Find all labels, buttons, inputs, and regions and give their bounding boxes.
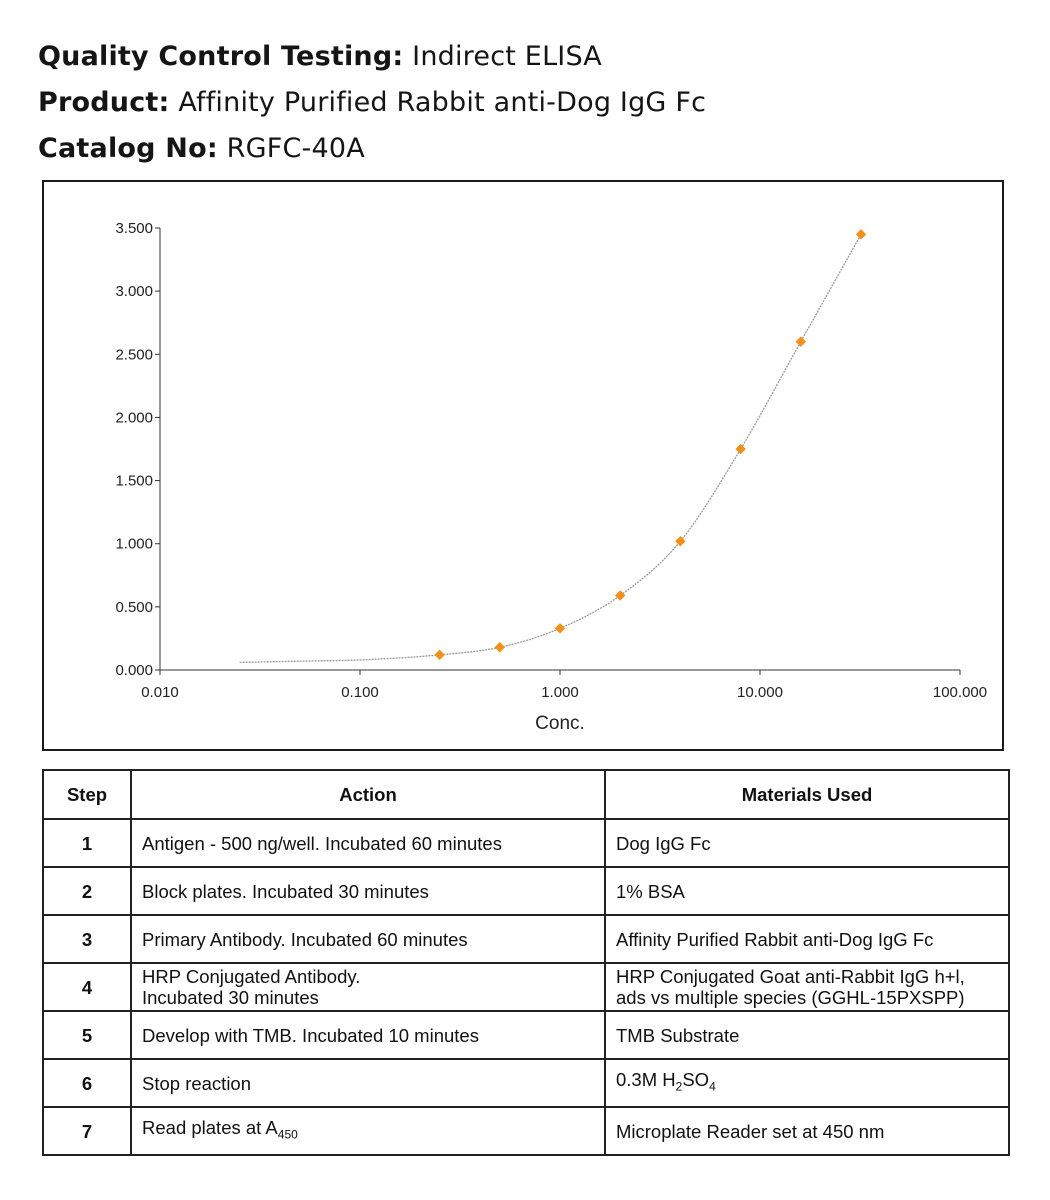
y-tick-label: 2.000 bbox=[115, 409, 153, 426]
step-number: 2 bbox=[42, 866, 132, 916]
action-cell: Read plates at A450 bbox=[130, 1106, 606, 1156]
subscript: 4 bbox=[709, 1079, 716, 1094]
cell-text: TMB Substrate bbox=[616, 1024, 740, 1046]
data-point bbox=[494, 642, 506, 653]
table-row: 3 Primary Antibody. Incubated 60 minutes A… bbox=[42, 914, 1010, 964]
data-point bbox=[795, 336, 807, 347]
cell-line: Incubated 30 minutes bbox=[142, 987, 319, 1008]
x-tick-label: 10.000 bbox=[737, 684, 783, 701]
header-action: Action bbox=[130, 769, 606, 820]
header-materials: Materials Used bbox=[604, 769, 1010, 820]
header: Quality Control Testing: Indirect ELISA … bbox=[38, 34, 706, 172]
x-axis-title: Conc. bbox=[535, 713, 585, 734]
materials-cell: Microplate Reader set at 450 nm bbox=[604, 1106, 1010, 1156]
data-point bbox=[675, 535, 686, 547]
cell-line: HRP Conjugated Antibody. bbox=[142, 966, 361, 987]
cell-text: 1% BSA bbox=[616, 880, 685, 902]
table-header-row: Step Action Materials Used bbox=[42, 769, 1010, 820]
product-label: Product: bbox=[38, 87, 170, 118]
data-point bbox=[614, 590, 626, 601]
cell-line: HRP Conjugated Goat anti-Rabbit IgG h+l, bbox=[616, 966, 965, 987]
step-number: 7 bbox=[42, 1106, 132, 1156]
action-cell: Antigen - 500 ng/well. Incubated 60 minu… bbox=[130, 818, 606, 868]
table-row: 7 Read plates at A450 Microplate Reader se… bbox=[42, 1106, 1010, 1156]
cell-text: Microplate Reader set at 450 nm bbox=[616, 1120, 885, 1142]
x-tick-label: 1.000 bbox=[541, 684, 579, 701]
x-tick-label: 100.000 bbox=[933, 684, 987, 701]
subscript: 450 bbox=[277, 1127, 298, 1142]
y-tick-label: 1.500 bbox=[115, 473, 153, 490]
y-tick-label: 3.500 bbox=[115, 220, 153, 237]
table-row: 6 Stop reaction 0.3M H2SO4 bbox=[42, 1058, 1010, 1108]
catalog-value: RGFC-40A bbox=[226, 133, 365, 164]
action-cell: HRP Conjugated Antibody. Incubated 30 min… bbox=[130, 962, 606, 1012]
y-tick-label: 1.000 bbox=[115, 536, 153, 553]
step-number: 1 bbox=[42, 818, 132, 868]
y-tick-label: 3.000 bbox=[115, 283, 153, 300]
y-tick-label: 0.500 bbox=[115, 599, 153, 616]
table-body: 1 Antigen - 500 ng/well. Incubated 60 min… bbox=[42, 818, 1010, 1156]
cell-text: Read plates at A bbox=[142, 1116, 278, 1138]
table-row: 2 Block plates. Incubated 30 minutes 1% BS… bbox=[42, 866, 1010, 916]
action-cell: Primary Antibody. Incubated 60 minutes bbox=[130, 914, 606, 964]
qc-line: Quality Control Testing: Indirect ELISA bbox=[38, 34, 706, 80]
catalog-label: Catalog No: bbox=[38, 133, 218, 164]
subscript: 2 bbox=[675, 1079, 683, 1094]
cell-line: ads vs multiple species (GGHL-15PXSPP) bbox=[616, 987, 965, 1008]
materials-cell: 0.3M H2SO4 bbox=[604, 1058, 1010, 1108]
x-tick-label: 0.010 bbox=[141, 684, 179, 701]
action-cell: Block plates. Incubated 30 minutes bbox=[130, 866, 606, 916]
materials-cell: Affinity Purified Rabbit anti-Dog IgG Fc bbox=[604, 914, 1010, 964]
data-point bbox=[554, 623, 566, 634]
cell-text: Develop with TMB. Incubated 10 minutes bbox=[142, 1024, 479, 1046]
cell-text: Primary Antibody. Incubated 60 minutes bbox=[142, 928, 468, 950]
cell-text: SO bbox=[682, 1068, 710, 1090]
header-step: Step bbox=[42, 769, 132, 820]
cell-text: Dog IgG Fc bbox=[616, 832, 711, 854]
table-row: 1 Antigen - 500 ng/well. Incubated 60 min… bbox=[42, 818, 1010, 868]
qc-value: Indirect ELISA bbox=[412, 41, 602, 72]
step-number: 5 bbox=[42, 1010, 132, 1060]
cell-text: Block plates. Incubated 30 minutes bbox=[142, 880, 429, 902]
y-tick-label: 0.000 bbox=[115, 662, 153, 679]
materials-cell: HRP Conjugated Goat anti-Rabbit IgG h+l,… bbox=[604, 962, 1010, 1012]
materials-cell: Dog IgG Fc bbox=[604, 818, 1010, 868]
materials-cell: TMB Substrate bbox=[604, 1010, 1010, 1060]
cell-text: Affinity Purified Rabbit anti-Dog IgG Fc bbox=[616, 928, 934, 950]
step-number: 6 bbox=[42, 1058, 132, 1108]
y-tick-label: 2.500 bbox=[115, 346, 153, 363]
action-cell: Develop with TMB. Incubated 10 minutes bbox=[130, 1010, 606, 1060]
elisa-chart: 0.000 0.500 1.000 1.500 2.000 2.500 3.000 3.500… bbox=[42, 180, 1004, 751]
data-point bbox=[855, 229, 867, 240]
step-number: 4 bbox=[42, 962, 132, 1012]
protocol-table: Step Action Materials Used 1 Antigen - 50… bbox=[42, 769, 1010, 1156]
action-cell: Stop reaction bbox=[130, 1058, 606, 1108]
data-point bbox=[735, 443, 746, 455]
chart-svg: 0.000 0.500 1.000 1.500 2.000 2.500 3.000 3.500… bbox=[115, 220, 987, 734]
cell-text: Antigen - 500 ng/well. Incubated 60 minu… bbox=[142, 832, 502, 854]
step-number: 3 bbox=[42, 914, 132, 964]
product-value: Affinity Purified Rabbit anti-Dog IgG Fc bbox=[178, 87, 707, 118]
table-row: 4 HRP Conjugated Antibody. Incubated 30 mi… bbox=[42, 962, 1010, 1012]
cell-text: Stop reaction bbox=[142, 1072, 252, 1094]
data-point bbox=[434, 649, 445, 661]
product-line: Product: Affinity Purified Rabbit anti-D… bbox=[38, 80, 706, 126]
qc-label: Quality Control Testing: bbox=[38, 41, 404, 72]
table-row: 5 Develop with TMB. Incubated 10 minutes T… bbox=[42, 1010, 1010, 1060]
fit-curve bbox=[239, 233, 862, 664]
x-tick-label: 0.100 bbox=[341, 684, 379, 701]
cell-text: 0.3M H bbox=[616, 1068, 676, 1090]
materials-cell: 1% BSA bbox=[604, 866, 1010, 916]
catalog-line: Catalog No: RGFC-40A bbox=[38, 126, 706, 172]
